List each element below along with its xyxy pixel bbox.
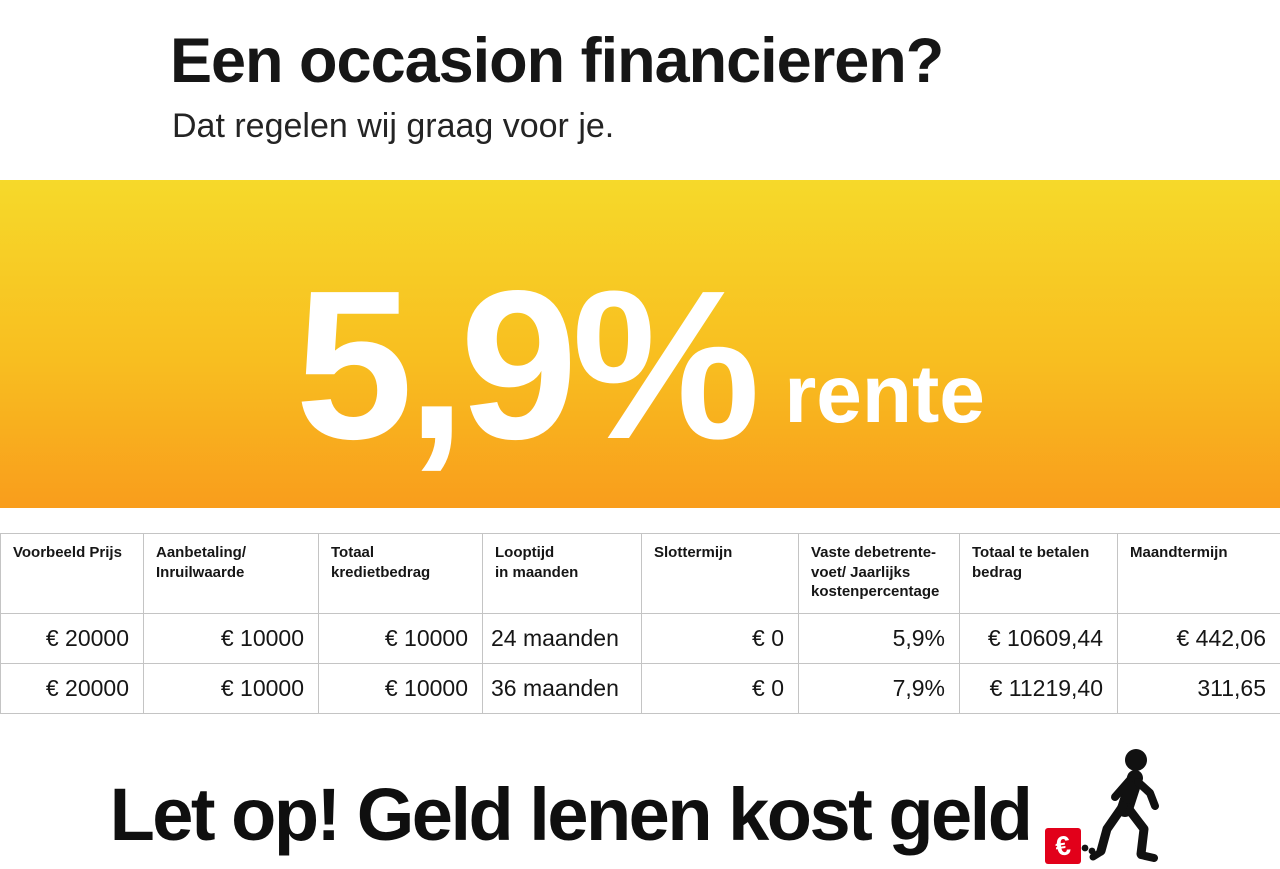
interest-rate-label: rente	[784, 349, 985, 440]
column-header-aanbetaling: Aanbetaling/ Inruilwaarde	[143, 533, 319, 614]
interest-rate-value: 5,9%	[295, 246, 760, 483]
cell-rente: 5,9%	[798, 613, 960, 664]
cell-totaal-te-betalen: € 11219,40	[959, 663, 1118, 714]
intro-section: Een occasion financieren? Dat regelen wi…	[0, 0, 1280, 180]
cell-rente: 7,9%	[798, 663, 960, 714]
euro-symbol: €	[1054, 830, 1073, 862]
page-title: Een occasion financieren?	[170, 26, 944, 96]
table-row: € 20000 € 10000 € 10000 36 maanden € 0 7…	[0, 663, 1280, 714]
interest-rate-banner: 5,9% rente	[0, 180, 1280, 508]
column-header-voorbeeld-prijs: Voorbeeld Prijs	[0, 533, 144, 614]
euro-ball-and-chain-walking-person-icon: €	[1045, 749, 1160, 864]
cell-totaal-te-betalen: € 10609,44	[959, 613, 1118, 664]
financing-example-table: Voorbeeld Prijs Aanbetaling/ Inruilwaard…	[0, 533, 1280, 714]
euro-block	[1045, 828, 1082, 864]
credit-warning-banner: Let op! Geld lenen kost geld €	[0, 748, 1280, 866]
cell-maandtermijn: € 442,06	[1117, 613, 1280, 664]
cell-aanbetaling: € 10000	[143, 663, 319, 714]
page-subtitle: Dat regelen wij graag voor je.	[172, 107, 615, 145]
cell-maandtermijn: 311,65	[1117, 663, 1280, 714]
cell-kredietbedrag: € 10000	[318, 663, 483, 714]
cell-looptijd: 24 maanden	[482, 613, 642, 664]
column-header-debetrentevoet: Vaste debetrente- voet/ Jaarlijks kosten…	[798, 533, 960, 614]
walking-person	[1089, 749, 1160, 862]
column-header-totaal-te-betalen: Totaal te betalen bedrag	[959, 533, 1118, 614]
column-header-kredietbedrag: Totaal kredietbedrag	[318, 533, 483, 614]
cell-slottermijn: € 0	[641, 663, 799, 714]
column-header-maandtermijn: Maandtermijn	[1117, 533, 1280, 614]
cell-voorbeeld-prijs: € 20000	[0, 613, 144, 664]
table-row: € 20000 € 10000 € 10000 24 maanden € 0 5…	[0, 613, 1280, 664]
interest-rate-group: 5,9% rente	[295, 259, 985, 471]
cell-voorbeeld-prijs: € 20000	[0, 663, 144, 714]
column-header-looptijd: Looptijd in maanden	[482, 533, 642, 614]
table-header-row: Voorbeeld Prijs Aanbetaling/ Inruilwaard…	[0, 533, 1280, 614]
cell-slottermijn: € 0	[641, 613, 799, 664]
credit-warning-text: Let op! Geld lenen kost geld	[109, 773, 1033, 856]
cell-aanbetaling: € 10000	[143, 613, 319, 664]
column-header-slottermijn: Slottermijn	[641, 533, 799, 614]
cell-kredietbedrag: € 10000	[318, 613, 483, 664]
cell-looptijd: 36 maanden	[482, 663, 642, 714]
